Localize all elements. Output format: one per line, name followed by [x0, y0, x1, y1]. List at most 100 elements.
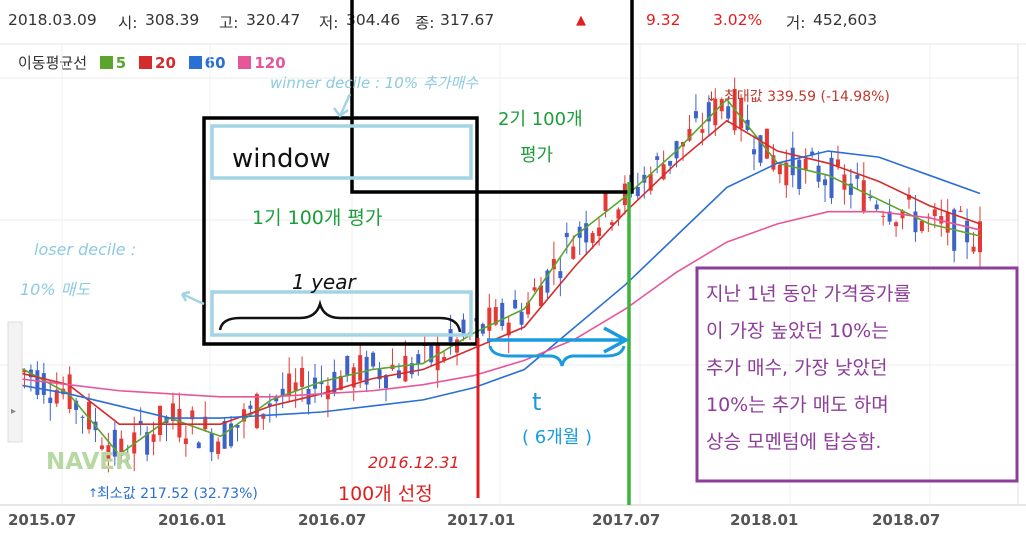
second-evaluation-note: 2기 100개 평가: [498, 109, 588, 166]
candle-body: [545, 270, 550, 293]
candle-body: [855, 175, 860, 179]
ma-line-60: [17, 150, 981, 419]
x-tick-label: 2018.07: [872, 511, 940, 529]
candle-body: [287, 373, 292, 396]
candle-body: [183, 438, 188, 445]
chart-grid: [0, 43, 1026, 506]
candle-body: [752, 149, 757, 155]
candle-body: [261, 413, 266, 419]
candle-body: [67, 374, 72, 410]
candle-body: [455, 339, 460, 353]
candle-body: [906, 194, 911, 200]
candle-body: [829, 157, 834, 199]
candle-body: [345, 356, 350, 375]
ma-line-5: [17, 98, 981, 456]
legend-label: 5: [115, 54, 127, 72]
min-value-label: 최소값 217.52 (32.73%): [97, 486, 258, 502]
candle-body: [919, 221, 924, 231]
moving-average-legend: 이동평균선 5 20 60 120: [18, 52, 286, 73]
legend-title: 이동평균선: [18, 54, 88, 72]
legend-item-ma120[interactable]: 120: [238, 54, 286, 72]
high-label: 고:: [219, 14, 239, 32]
candle-body: [461, 319, 466, 335]
winner-box: [210, 124, 473, 180]
candle-body: [125, 458, 130, 460]
candle-body: [506, 322, 511, 336]
candle-body: [371, 352, 376, 367]
x-axis: 2015.07 2016.01 2016.07 2017.01 2017.07 …: [8, 511, 940, 529]
loser-pointer-head: [180, 290, 191, 302]
candle-body: [597, 227, 602, 237]
candle-body: [616, 209, 621, 219]
candle-body: [887, 211, 892, 222]
note-line: 지난 1년 동안 가격증가률: [706, 283, 911, 305]
x-tick-label: 2018.01: [730, 511, 798, 529]
candle-body: [151, 434, 156, 442]
candle-body: [823, 179, 828, 186]
candle-body: [338, 375, 343, 390]
candle-body: [41, 373, 46, 395]
candle-body: [797, 159, 802, 190]
ma-line-120: [17, 210, 981, 398]
candle-body: [687, 128, 692, 141]
winner-decile-note: winner decile : 10% 추가매수: [270, 74, 479, 92]
window-label: window: [232, 144, 331, 174]
volume-label: 거:: [786, 14, 806, 32]
x-tick-label: 2016.01: [158, 511, 226, 529]
candle-body: [881, 215, 886, 217]
change-pct: 3.02%: [713, 11, 763, 29]
candle-body: [403, 355, 408, 382]
loser-pointer: [181, 292, 205, 306]
candle-body: [222, 420, 227, 449]
candle-body: [603, 193, 608, 211]
first-evaluation-note: 1기 100개 평가: [252, 207, 382, 229]
candle-body: [590, 233, 595, 243]
candle-body: [332, 371, 337, 394]
close-value: 317.67: [440, 11, 495, 29]
candle-body: [312, 377, 317, 389]
scroll-left-arrow-icon[interactable]: ▸: [11, 406, 16, 417]
loser-box: [210, 290, 473, 337]
candle-body: [868, 196, 873, 199]
candle-body: [112, 429, 117, 457]
candle-body: [939, 216, 944, 224]
candle-body: [726, 106, 731, 119]
candle-body: [99, 445, 104, 450]
x-tick-label: 2015.07: [8, 511, 76, 529]
candle-body: [216, 441, 221, 454]
change-value: 9.32: [646, 11, 681, 29]
candle-body: [978, 221, 982, 253]
candle-body: [500, 302, 505, 327]
up-arrow-icon: ▲: [576, 13, 586, 28]
six-months-label: ( 6개월 ): [522, 427, 592, 448]
candle-body: [158, 405, 163, 436]
quote-date: 2018.03.09: [8, 11, 97, 29]
chart-scroll-handle[interactable]: [7, 321, 23, 443]
candle-body: [384, 375, 389, 388]
candle-body: [87, 401, 92, 430]
candle-body: [551, 259, 556, 270]
candle-body: [848, 183, 853, 195]
candle-body: [958, 210, 963, 212]
candle-body: [635, 187, 640, 197]
legend-swatch: [238, 56, 252, 69]
candle-body: [196, 442, 201, 449]
high-value: 320.47: [246, 11, 301, 29]
candle-body: [648, 174, 653, 191]
legend-item-ma5[interactable]: 5: [99, 54, 127, 72]
candle-body: [274, 396, 279, 402]
candle-body: [835, 159, 840, 167]
candle-body: [894, 222, 899, 227]
candle-body: [138, 420, 143, 424]
candle-body: [771, 155, 776, 170]
candle-body: [293, 382, 298, 392]
note-line: 평가: [520, 145, 553, 166]
candle-body: [519, 311, 524, 325]
legend-item-ma20[interactable]: 20: [139, 54, 176, 72]
candle-body: [971, 246, 976, 252]
candle-body: [564, 232, 569, 238]
candle-body: [442, 357, 447, 361]
candle-body: [622, 183, 627, 206]
candle-body: [571, 246, 576, 259]
candle-body: [538, 285, 543, 307]
